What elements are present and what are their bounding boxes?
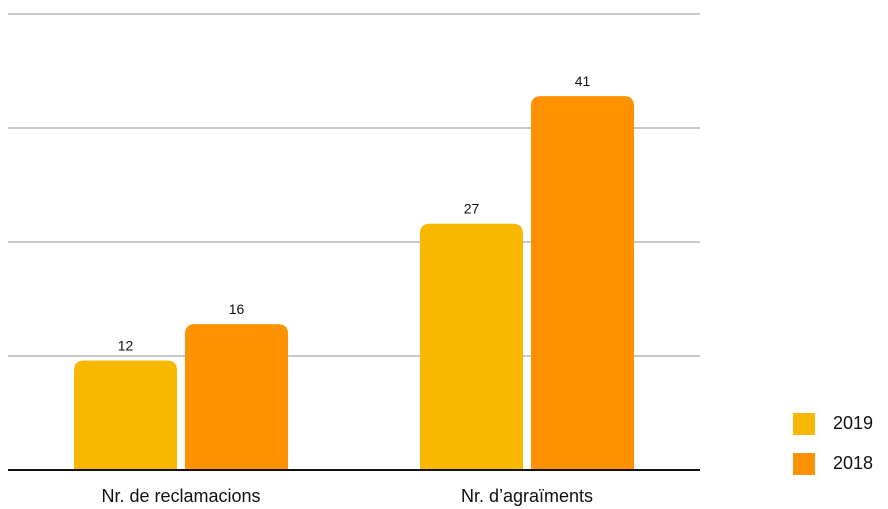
data-label: 16 [229,301,245,317]
data-label: 12 [118,337,134,353]
data-label: 41 [575,73,591,89]
bar [74,360,177,470]
data-label: 27 [464,200,480,216]
bar [531,96,634,470]
legend-swatch [793,453,815,475]
legend-swatch [793,413,815,435]
bar [185,324,288,470]
x-tick-label: Nr. de reclamacions [101,486,260,506]
legend-label: 2018 [833,453,873,473]
x-tick-label: Nr. d’agraïments [461,486,593,506]
legend-label: 2019 [833,413,873,433]
bar [420,223,523,470]
